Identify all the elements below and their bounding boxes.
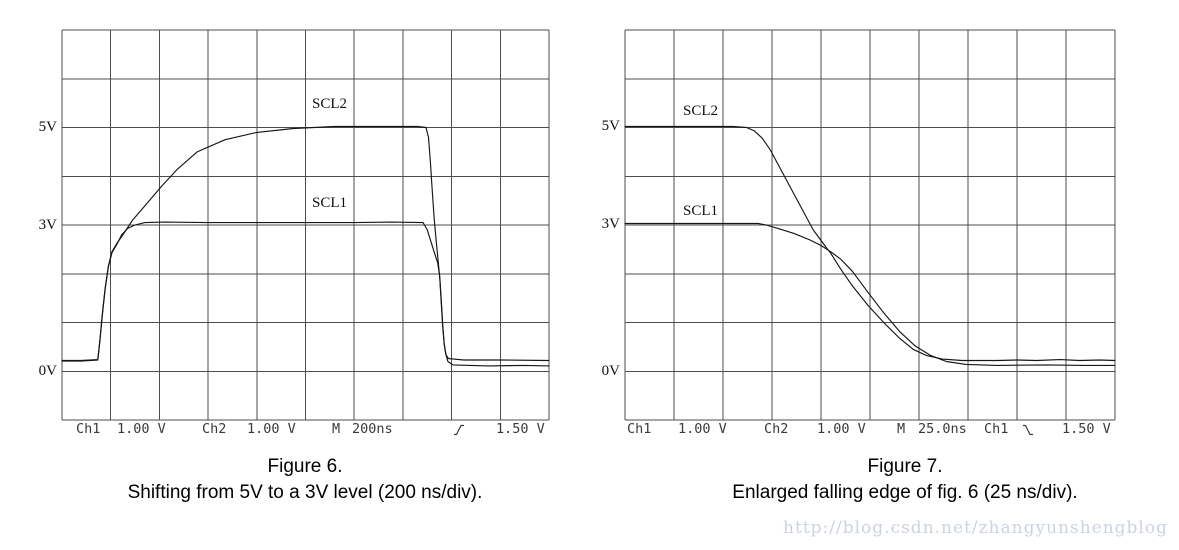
readout-ch2-label: Ch2 xyxy=(764,421,789,437)
y-axis-label-3v: 3V xyxy=(38,217,57,233)
readout-ch1-label: Ch1 xyxy=(627,421,652,437)
readout-trigger-level: 1.50 V xyxy=(496,421,545,437)
readout-timebase: 25.0ns xyxy=(918,421,967,437)
y-axis-label-5v: 5V xyxy=(38,119,57,135)
watermark-url: http://blog.csdn.net/zhangyunshengblog xyxy=(783,518,1168,538)
readout-timebase-prefix: M xyxy=(897,421,906,437)
trace-label-scl2: SCL2 xyxy=(312,96,348,112)
readout-ch2-scale: 1.00 V xyxy=(817,421,866,437)
readout-ch1-scale: 1.00 V xyxy=(678,421,727,437)
figure-6-caption-subtitle: Shifting from 5V to a 3V level (200 ns/d… xyxy=(127,482,483,503)
readout-ch1-label: Ch1 xyxy=(76,421,101,437)
readout-trigger-level: 1.50 V xyxy=(1062,421,1111,437)
y-axis-label-5v: 5V xyxy=(601,118,620,134)
y-axis-label-3v: 3V xyxy=(601,216,620,232)
readout-timebase-prefix: M xyxy=(332,421,341,437)
figure-7-caption-title: Figure 7. xyxy=(867,456,943,477)
readout-timebase: 200ns xyxy=(352,421,393,437)
readout-ch1-scale: 1.00 V xyxy=(117,421,166,437)
readout-ch2-label: Ch2 xyxy=(202,421,227,437)
trace-label-scl1: SCL1 xyxy=(683,203,719,219)
y-axis-label-0v: 0V xyxy=(601,363,620,379)
trace-label-scl1: SCL1 xyxy=(312,195,348,211)
y-axis-label-0v: 0V xyxy=(38,363,57,379)
rising-edge-trigger-icon xyxy=(453,422,465,438)
falling-edge-trigger-icon xyxy=(1022,422,1034,438)
scope-waveform-chart-fig7 xyxy=(624,29,1116,421)
readout-trigger-source: Ch1 xyxy=(984,421,1009,437)
figure-7-caption-subtitle: Enlarged falling edge of fig. 6 (25 ns/d… xyxy=(732,482,1078,503)
trace-label-scl2: SCL2 xyxy=(683,103,719,119)
scope-waveform-chart-fig6 xyxy=(61,29,550,421)
figure-6-caption-title: Figure 6. xyxy=(267,456,343,477)
readout-ch2-scale: 1.00 V xyxy=(247,421,296,437)
